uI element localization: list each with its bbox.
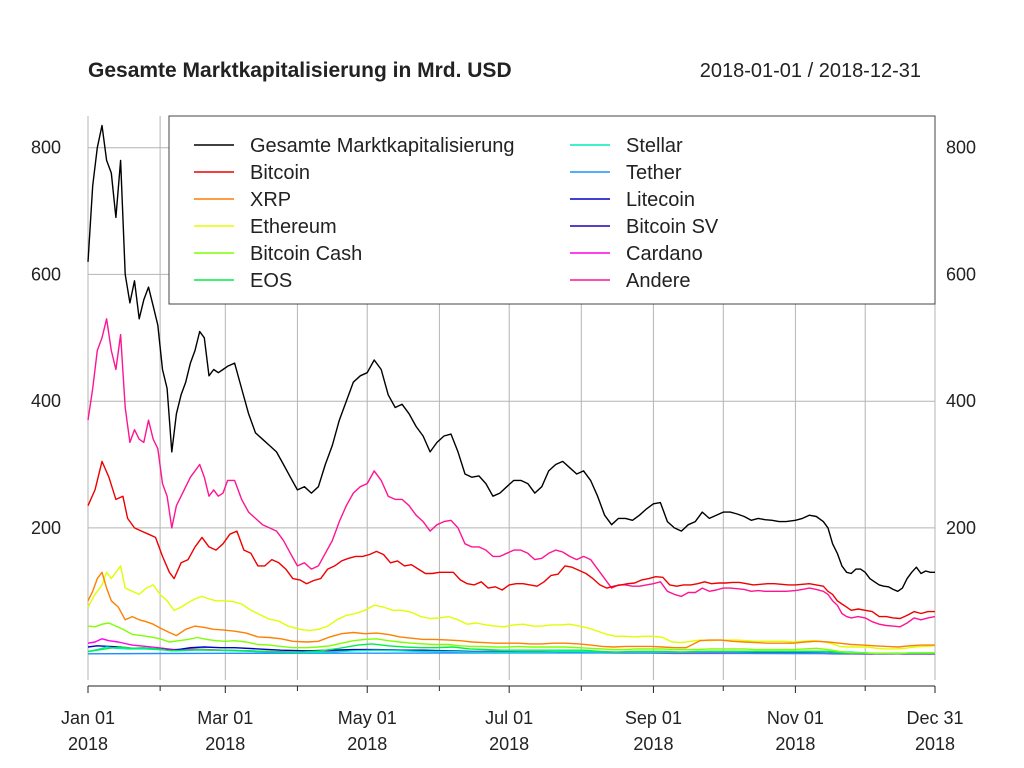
series-line-bitcoin-cash [87, 622, 935, 655]
x-tick-year: 2018 [775, 734, 815, 754]
legend-label: Bitcoin SV [626, 216, 719, 238]
chart-title: Gesamte Marktkapitalisierung in Mrd. USD [88, 59, 512, 82]
legend-label: Cardano [626, 243, 703, 265]
x-tick-label: Jan 01 [61, 708, 115, 728]
series-lines [87, 124, 936, 655]
y-tick-label-right: 200 [946, 518, 976, 538]
series-line-ethereum [87, 565, 936, 650]
series-line-bitcoin [87, 460, 935, 620]
legend-label: Bitcoin [250, 162, 310, 184]
x-tick-year: 2018 [68, 734, 108, 754]
y-tick-label-right: 400 [946, 391, 976, 411]
series-line-xrp [87, 571, 935, 649]
x-tick-label: Jul 01 [485, 708, 533, 728]
x-tick-year: 2018 [633, 734, 673, 754]
legend-label: EOS [250, 270, 292, 292]
x-tick-year: 2018 [489, 734, 529, 754]
series-line-gesamte-marktkapitalisierung [87, 124, 935, 592]
legend-label: Tether [626, 162, 682, 184]
x-tick-label: Dec 31 [906, 708, 963, 728]
y-tick-label-left: 600 [31, 264, 61, 284]
x-tick-label: May 01 [338, 708, 397, 728]
y-tick-label-right: 600 [946, 264, 976, 284]
x-tick-label: Nov 01 [767, 708, 824, 728]
x-tick-year: 2018 [347, 734, 387, 754]
legend-box [168, 115, 936, 305]
legend-label: Andere [626, 270, 691, 292]
y-tick-label-left: 200 [31, 518, 61, 538]
legend: Gesamte Marktkapitalisierung Bitcoin XRP Et… [168, 115, 936, 305]
legend-label: Stellar [626, 135, 683, 157]
legend-label: Gesamte Marktkapitalisierung [250, 135, 515, 157]
legend-label: XRP [250, 189, 291, 211]
series-line-eos [87, 643, 935, 655]
y-tick-label-right: 800 [946, 138, 976, 158]
y-tick-label-left: 400 [31, 391, 61, 411]
legend-label: Bitcoin Cash [250, 243, 362, 265]
y-tick-label-left: 800 [31, 138, 61, 158]
date-range: 2018-01-01 / 2018-12-31 [700, 60, 921, 82]
legend-label: Ethereum [250, 216, 337, 238]
x-tick-year: 2018 [915, 734, 955, 754]
axes: Jan 01 2018 Mar 01 2018 May 01 2018 Jul 01 2018… [31, 138, 976, 754]
x-tick-label: Sep 01 [625, 708, 682, 728]
series-line-andere [87, 318, 936, 628]
x-tick-label: Mar 01 [197, 708, 253, 728]
legend-label: Litecoin [626, 189, 695, 211]
series-line-tether [87, 652, 936, 655]
x-tick-year: 2018 [205, 734, 245, 754]
